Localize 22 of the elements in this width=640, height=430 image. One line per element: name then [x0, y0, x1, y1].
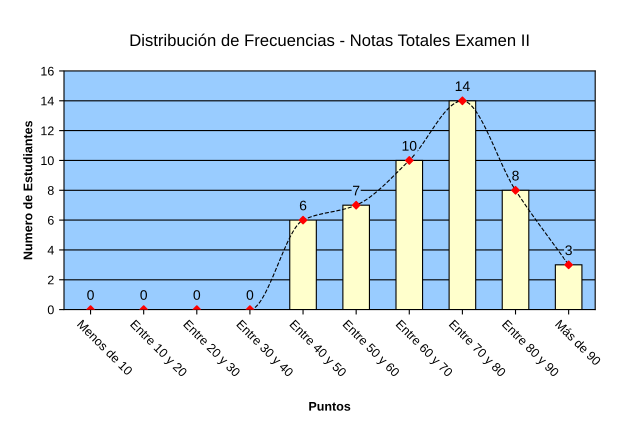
- x-axis-title: Puntos: [309, 402, 350, 411]
- data-label: 10: [402, 140, 416, 151]
- y-tick-label: 0: [48, 305, 54, 314]
- data-label: 0: [140, 290, 147, 300]
- y-tick-label: 8: [48, 186, 54, 195]
- data-label: 6: [300, 200, 306, 210]
- data-label: 7: [353, 186, 360, 196]
- y-tick-label: 6: [48, 216, 54, 225]
- y-tick-label: 2: [48, 276, 54, 284]
- y-tick-label: 16: [41, 66, 54, 76]
- data-label: 0: [87, 290, 94, 300]
- data-label: 0: [246, 290, 254, 300]
- y-tick-label: 14: [41, 96, 54, 106]
- data-label: 3: [565, 245, 572, 256]
- y-tick-label: 10: [41, 156, 54, 166]
- y-tick-label: 4: [48, 246, 54, 254]
- data-label: 8: [512, 170, 519, 181]
- data-label: 0: [193, 290, 200, 300]
- chart-title: Distribución de Frecuencias - Notas Totales Examen II: [130, 34, 528, 46]
- data-label: 14: [456, 81, 470, 91]
- y-tick-label: 12: [41, 126, 54, 136]
- y-axis-title: Numero de Estudiantes: [23, 120, 32, 260]
